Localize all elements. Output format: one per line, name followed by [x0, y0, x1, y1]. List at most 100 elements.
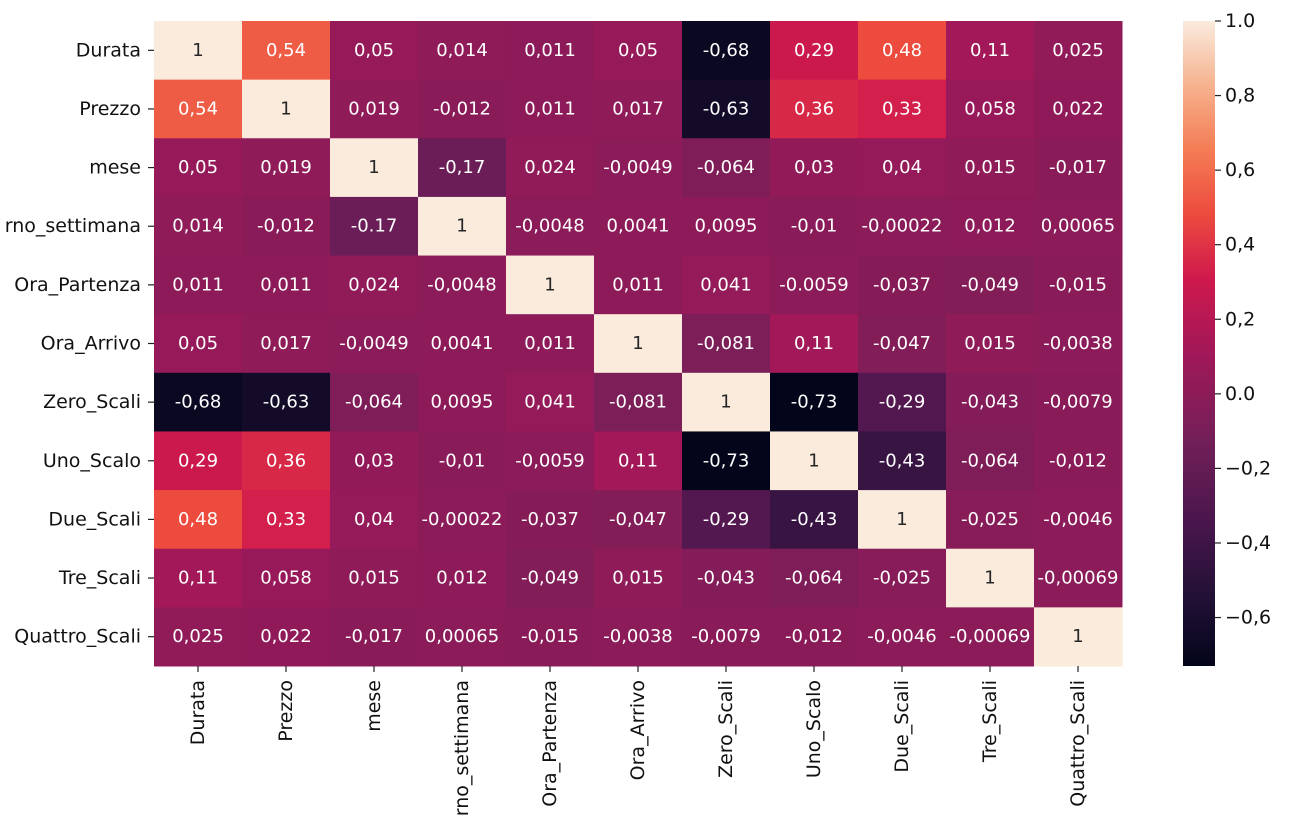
heatmap-cell: [242, 21, 331, 81]
cell-value-label: 0,05: [178, 157, 218, 178]
heatmap-cell: [594, 21, 683, 81]
heatmap-cell: [506, 548, 595, 608]
heatmap-cell: [594, 196, 683, 257]
cell-value-label: 1: [280, 98, 291, 119]
cell-value-label: -0,049: [521, 568, 579, 589]
heatmap-cell: [858, 431, 947, 491]
cell-value-label: 1: [192, 40, 203, 61]
heatmap-cell: [330, 490, 419, 550]
cell-value-label: 0,024: [524, 157, 576, 178]
heatmap-cell: [330, 607, 419, 667]
heatmap-cell: [770, 314, 859, 374]
cell-value-label: 0,024: [348, 274, 400, 295]
heatmap-cell: [1034, 607, 1123, 667]
heatmap-cell: [418, 255, 507, 315]
cell-value-label: 1: [720, 392, 731, 413]
heatmap-cell: [242, 548, 331, 608]
heatmap-cell: [154, 138, 243, 198]
column-label: mese: [363, 680, 385, 732]
cell-value-label: -0,047: [609, 509, 667, 530]
heatmap-cell: [770, 21, 859, 81]
cell-value-label: 0,36: [794, 98, 834, 119]
cell-value-label: -0,043: [697, 568, 755, 589]
cell-value-label: 0,058: [964, 98, 1016, 119]
cell-value-label: -0,012: [1049, 450, 1107, 471]
column-label: Prezzo: [275, 680, 297, 742]
column-label: Zero_Scali: [715, 680, 737, 778]
cell-value-label: 0,04: [882, 157, 922, 178]
heatmap-cell: [242, 607, 331, 667]
heatmap-cell: [154, 490, 243, 550]
heatmap-cell: [154, 431, 243, 491]
heatmap-cell: [242, 431, 331, 491]
cell-value-label: -0,015: [521, 626, 579, 647]
cell-value-label: -0,064: [697, 157, 755, 178]
colorbar-tick-label: 0,8: [1225, 85, 1255, 107]
cell-value-label: 0,011: [612, 274, 664, 295]
heatmap-cell: [418, 431, 507, 491]
cell-value-label: -0,0038: [1043, 333, 1112, 354]
heatmap-cell: [154, 548, 243, 608]
heatmap-cell: [154, 255, 243, 315]
cell-value-label: 0,011: [172, 274, 224, 295]
cell-value-label: 0,015: [348, 568, 400, 589]
colorbar-tick-label: 0,4: [1225, 234, 1255, 256]
cell-value-label: -0,0049: [603, 157, 672, 178]
cell-value-label: -0,047: [873, 333, 931, 354]
cell-value-label: 0,05: [618, 40, 658, 61]
row-label: mese: [89, 157, 141, 179]
cell-value-label: 0,019: [260, 157, 312, 178]
cell-value-label: -0,025: [873, 568, 931, 589]
cell-value-label: 0,015: [964, 157, 1016, 178]
cell-value-label: -0,0049: [339, 333, 408, 354]
colorbar-tick-label: −0,4: [1225, 532, 1271, 554]
cell-value-label: -0,064: [961, 450, 1019, 471]
cell-value-label: -0,63: [263, 392, 310, 413]
heatmap-cell: [770, 490, 859, 550]
heatmap-cell: [946, 196, 1035, 257]
cell-value-label: 0,015: [964, 333, 1016, 354]
cell-value-label: 0,017: [612, 98, 664, 119]
heatmap-cell: [682, 314, 771, 374]
heatmap-cell: [330, 372, 419, 432]
heatmap-cell: [594, 607, 683, 667]
cell-value-label: 0,05: [354, 40, 394, 61]
heatmap-cell: [858, 548, 947, 608]
heatmap-cell: [858, 255, 947, 315]
cell-value-label: 0,03: [794, 157, 834, 178]
heatmap-cell: [242, 372, 331, 432]
heatmap-cell: [594, 372, 683, 432]
heatmap-cell: [858, 196, 947, 257]
heatmap-cell: [1034, 431, 1123, 491]
heatmap-cell: [330, 431, 419, 491]
column-label: Ora_Partenza: [539, 680, 561, 807]
colorbar-tick-label: 0,2: [1225, 308, 1255, 330]
cell-value-label: -0,0079: [1043, 392, 1112, 413]
row-label: Durata: [76, 39, 141, 61]
cell-value-label: -0,0059: [515, 450, 584, 471]
heatmap-cell: [946, 548, 1035, 608]
cell-value-label: -0,73: [703, 450, 750, 471]
heatmap-cells: 1 0,54 0,05 0,014 0,011 0,05 -0,68 0,29 0,48 0,11…: [154, 21, 1123, 667]
cell-value-label: 0,017: [260, 333, 312, 354]
cell-value-label: 1: [544, 274, 555, 295]
heatmap-cell: [506, 314, 595, 374]
cell-value-label: 0,022: [260, 626, 312, 647]
heatmap-cell: [1034, 372, 1123, 432]
heatmap-cell: [1034, 138, 1123, 198]
cell-value-label: -0,037: [873, 274, 931, 295]
cell-value-label: 0,025: [1052, 40, 1104, 61]
cell-value-label: 0,04: [354, 509, 394, 530]
heatmap-cell: [506, 21, 595, 81]
cell-value-label: -0,015: [1049, 274, 1107, 295]
colorbar-tick-label: 0.0: [1225, 383, 1255, 405]
heatmap-cell: [682, 79, 771, 139]
row-label: Ora_Partenza: [14, 274, 141, 296]
heatmap-cell: [594, 548, 683, 608]
heatmap-cell: [594, 314, 683, 374]
heatmap-cell: [1034, 314, 1123, 374]
column-label: Durata: [187, 680, 209, 745]
cell-value-label: 1: [808, 450, 819, 471]
cell-value-label: 0,00065: [1041, 216, 1115, 237]
cell-value-label: -0,081: [697, 333, 755, 354]
